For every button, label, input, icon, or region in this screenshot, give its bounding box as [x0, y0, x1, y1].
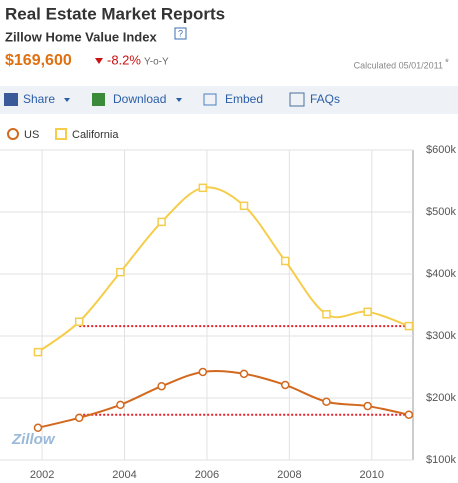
toolbar-item[interactable]: Download	[113, 92, 166, 106]
faq-icon[interactable]	[289, 92, 305, 107]
toolbar-item[interactable]: FAQs	[310, 92, 340, 106]
marker	[322, 310, 331, 319]
marker	[33, 423, 43, 433]
y-tick-label: $400k	[426, 268, 456, 280]
series-line	[37, 186, 410, 353]
marker	[74, 317, 84, 326]
dropdown[interactable]	[176, 98, 182, 102]
change-label: Y-o-Y	[144, 57, 169, 68]
dropdown[interactable]	[64, 98, 70, 102]
embed-icon[interactable]	[203, 93, 217, 106]
x-tick-label: 2004	[112, 469, 136, 481]
price: $169,600	[5, 52, 72, 69]
down-arrow	[95, 58, 103, 64]
marker	[116, 400, 125, 410]
toolbar-item[interactable]: Embed	[225, 92, 263, 106]
marker	[198, 183, 208, 193]
marker	[363, 401, 372, 411]
marker	[74, 413, 84, 423]
footnote: *	[445, 58, 449, 69]
y-tick-label: $300k	[426, 330, 456, 342]
legend-label: California	[72, 129, 119, 141]
legend-label: US	[24, 129, 39, 141]
marker	[239, 201, 249, 211]
share-icon[interactable]	[4, 93, 18, 106]
download-icon[interactable]	[92, 93, 105, 106]
subtitle: Zillow Home Value Index	[5, 29, 157, 44]
x-tick-label: 2006	[195, 469, 219, 481]
marker	[322, 397, 331, 406]
marker	[33, 347, 43, 357]
toolbar-item[interactable]: Share	[23, 92, 55, 106]
marker	[404, 410, 414, 419]
marker	[157, 217, 166, 227]
calculated: Calculated 05/01/2011	[354, 60, 443, 70]
legend-marker	[55, 128, 67, 140]
y-tick-label: $500k	[426, 206, 456, 218]
x-tick-label: 2008	[277, 469, 301, 481]
series-line	[37, 370, 410, 429]
marker	[363, 307, 372, 317]
title: Real Estate Market Reports	[5, 4, 225, 23]
marker	[157, 381, 166, 391]
help[interactable]: ?	[178, 28, 183, 38]
x-tick-label: 2010	[360, 469, 384, 481]
toolbar	[0, 86, 458, 114]
marker	[404, 321, 414, 331]
marker	[116, 267, 125, 277]
x-tick-label: 2002	[30, 469, 54, 481]
change: -8.2%	[107, 52, 141, 67]
help-box[interactable]	[174, 27, 187, 40]
marker	[280, 256, 290, 266]
marker	[280, 380, 290, 390]
legend-marker	[7, 128, 19, 140]
logo: Zillow	[11, 431, 56, 448]
y-tick-label: $100k	[426, 454, 456, 466]
marker	[198, 367, 208, 377]
y-tick-label: $600k	[426, 144, 456, 156]
y-tick-label: $200k	[426, 392, 456, 404]
marker	[239, 369, 249, 379]
